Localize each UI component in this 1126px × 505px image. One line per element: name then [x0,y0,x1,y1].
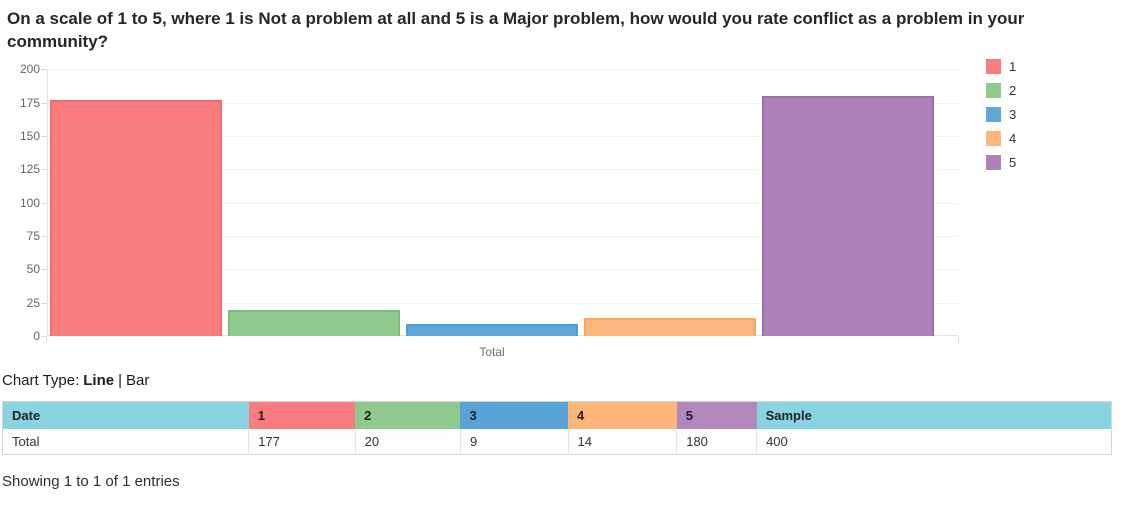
table-row: Total 177 20 9 14 180 400 [2,429,1112,455]
y-tick-label: 175 [19,95,40,110]
table-cell: 14 [567,429,677,455]
legend-label: 1 [1009,59,1017,75]
y-gridline [47,169,958,171]
y-gridline [47,202,958,204]
column-header-3[interactable]: 3 [460,401,569,430]
y-tick-label: 150 [19,128,40,143]
legend-item-1[interactable]: 1 [986,59,1017,75]
y-gridline [47,269,958,271]
x-tick-mark [46,336,47,343]
legend-label: 5 [1009,155,1017,171]
legend-item-5[interactable]: 5 [986,155,1017,171]
data-table: Date 1 2 3 4 5 Sample Total 177 20 9 14 180 400 [2,401,1112,456]
chart-type-line-option[interactable]: Line [83,372,115,390]
y-tick-label: 0 [33,329,40,344]
legend-item-4[interactable]: 4 [986,131,1017,147]
table-cell: 177 [248,429,356,455]
table-cell: Total [2,429,249,455]
legend-item-2[interactable]: 2 [986,83,1017,99]
y-gridline [47,236,958,238]
legend-swatch-icon [986,83,1001,99]
y-gridline [47,102,958,104]
table-cell: 400 [756,429,1112,455]
y-tick-mark [41,236,47,238]
y-gridline [47,69,958,71]
report-page: On a scale of 1 to 5, where 1 is Not a p… [0,8,1126,490]
legend-swatch-icon [986,107,1001,123]
y-tick-mark [41,102,47,104]
legend-label: 2 [1009,83,1017,99]
legend-swatch-icon [986,131,1001,147]
legend-item-3[interactable]: 3 [986,107,1017,123]
chart-type-bar-option[interactable]: Bar [126,372,150,390]
legend-label: 4 [1009,131,1017,147]
chart-type-label: Chart Type: [2,372,80,390]
bar-series-5[interactable] [762,95,934,337]
chart-type-divider: | [118,372,123,390]
table-cell: 20 [354,429,461,455]
column-header-date[interactable]: Date [2,401,249,430]
column-header-4[interactable]: 4 [568,401,677,430]
y-tick-mark [41,302,47,304]
y-tick-label: 50 [26,262,40,277]
bar-series-1[interactable] [50,99,222,337]
column-header-1[interactable]: 1 [248,401,356,430]
y-gridline [47,135,958,137]
column-header-sample[interactable]: Sample [756,401,1112,430]
legend-label: 3 [1009,107,1017,123]
column-header-5[interactable]: 5 [676,401,757,430]
table-cell: 180 [676,429,757,455]
bar-series-3[interactable] [406,324,578,337]
bar-chart: Total 1 2 3 4 5 0 25 50 75 100 125 150 175 200 [0,57,1126,360]
table-header-row: Date 1 2 3 4 5 Sample [2,401,1112,430]
table-cell: 9 [459,429,569,455]
y-tick-mark [41,169,47,171]
x-axis-label: Total [479,345,505,360]
legend-swatch-icon [986,155,1001,171]
x-tick-mark [958,336,959,343]
entries-info: Showing 1 to 1 of 1 entries [2,473,180,491]
question-title: On a scale of 1 to 5, where 1 is Not a p… [7,9,1025,51]
legend-swatch-icon [986,59,1001,75]
y-tick-mark [41,202,47,204]
y-tick-mark [41,69,47,71]
y-tick-label: 125 [19,162,40,177]
column-header-2[interactable]: 2 [355,401,461,430]
chart-type-switcher: Chart Type: Line | Bar [2,372,1126,389]
table-body: Total 177 20 9 14 180 400 [2,429,1112,455]
bar-series-4[interactable] [584,317,756,337]
y-tick-mark [41,269,47,271]
bar-series-2[interactable] [228,309,400,337]
y-tick-mark [41,135,47,137]
y-tick-label: 100 [19,195,40,210]
y-tick-mark [41,336,47,338]
y-tick-label: 200 [19,62,40,77]
y-gridline [47,302,958,304]
y-tick-label: 25 [26,295,40,310]
chart-legend: 1 2 3 4 5 [986,59,1016,179]
y-tick-label: 75 [26,229,40,244]
